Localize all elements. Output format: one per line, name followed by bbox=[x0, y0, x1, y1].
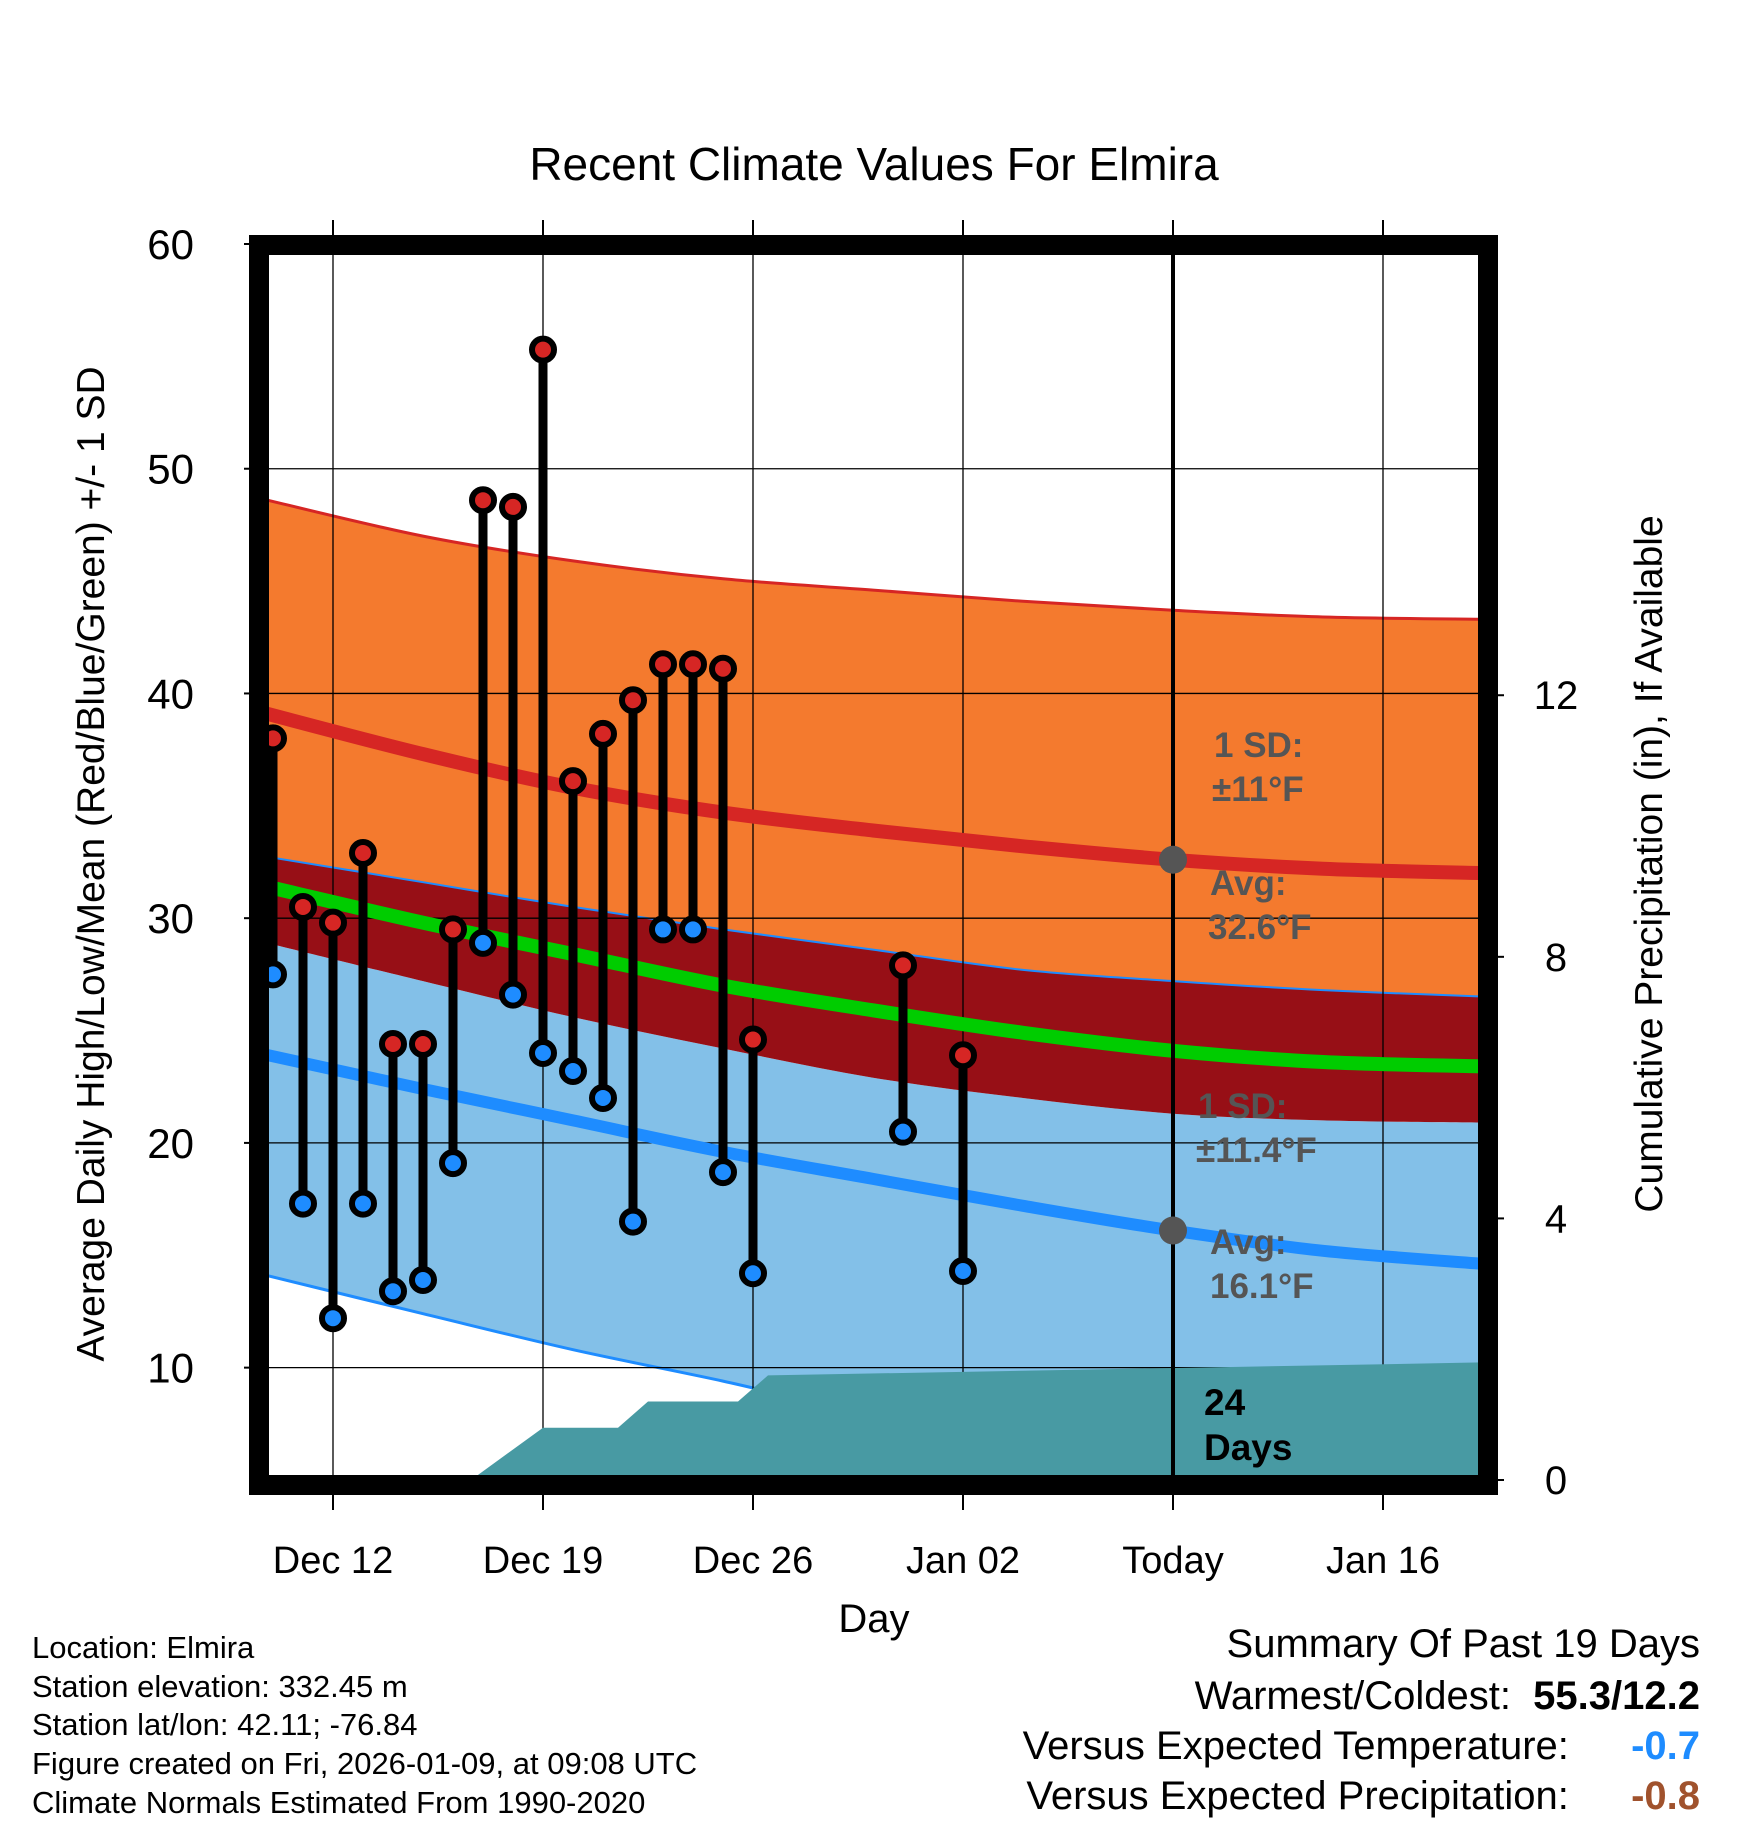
summary-temp: Versus Expected Temperature: -0.7 bbox=[1023, 1722, 1700, 1770]
high-avg-today-marker bbox=[1159, 845, 1187, 874]
x-tick-label: Jan 16 bbox=[1326, 1540, 1440, 1582]
high-avg-line bbox=[256, 704, 1489, 881]
summary-temp-label: Versus Expected Temperature: bbox=[1022, 1724, 1569, 1768]
plot-frame bbox=[249, 235, 1498, 1495]
precip-days-unit: Days bbox=[1204, 1427, 1292, 1468]
summary-warm-cold-value: 55.3/12.2 bbox=[1533, 1674, 1700, 1718]
y2-tick-label-0: 0 bbox=[1545, 1459, 1567, 1503]
low-sd-label: 1 SD: bbox=[1198, 1087, 1287, 1126]
obs-high-point bbox=[649, 650, 677, 679]
obs-high-point bbox=[739, 1025, 767, 1054]
obs-low-point bbox=[349, 1189, 377, 1218]
obs-low-point bbox=[649, 915, 677, 944]
y-tick-label-10: 10 bbox=[147, 1345, 194, 1392]
x-tick-label: Today bbox=[1122, 1540, 1223, 1582]
x-tick-label: Dec 26 bbox=[693, 1540, 813, 1582]
obs-high-point bbox=[379, 1030, 407, 1059]
x-axis-label: Day bbox=[838, 1597, 909, 1641]
footer-location: Location: Elmira bbox=[32, 1630, 255, 1665]
low-avg-label: Avg: bbox=[1210, 1223, 1286, 1262]
obs-high-point bbox=[679, 650, 707, 679]
precip-area bbox=[471, 1362, 1488, 1480]
obs-low-point bbox=[889, 1117, 917, 1146]
obs-low-point bbox=[739, 1259, 767, 1288]
precip-days-number: 24 bbox=[1204, 1382, 1246, 1423]
obs-low-point bbox=[499, 980, 527, 1009]
low-upper-edge bbox=[257, 854, 1489, 998]
y2-tick-label-4: 4 bbox=[1545, 1197, 1567, 1241]
obs-low-point bbox=[679, 915, 707, 944]
summary-title: Summary Of Past 19 Days bbox=[1226, 1622, 1700, 1666]
obs-high-point bbox=[529, 335, 557, 364]
obs-low-point bbox=[589, 1083, 617, 1112]
obs-low-point bbox=[619, 1207, 647, 1236]
summary-warm-cold: Warmest/Coldest: 55.3/12.2 bbox=[1195, 1672, 1700, 1720]
obs-high-point bbox=[949, 1041, 977, 1070]
high-sd-value: ±11°F bbox=[1212, 770, 1304, 809]
summary-precip-value: -0.8 bbox=[1631, 1774, 1700, 1818]
obs-low-point bbox=[709, 1158, 737, 1187]
footer-latlon: Station lat/lon: 42.11; -76.84 bbox=[32, 1707, 418, 1742]
y-tick-label-30: 30 bbox=[147, 895, 194, 942]
low-avg-today-marker bbox=[1159, 1216, 1187, 1245]
footer-normals: Climate Normals Estimated From 1990-2020 bbox=[32, 1785, 646, 1820]
footer-created: Figure created on Fri, 2026-01-09, at 09… bbox=[32, 1746, 698, 1781]
summary-precip: Versus Expected Precipitation: -0.8 bbox=[1026, 1772, 1700, 1820]
y2-tick-label-8: 8 bbox=[1545, 936, 1567, 980]
obs-low-point bbox=[949, 1257, 977, 1286]
obs-high-point bbox=[409, 1030, 437, 1059]
high-avg-value: 32.6°F bbox=[1208, 908, 1312, 947]
obs-high-point bbox=[889, 951, 917, 980]
obs-high-point bbox=[439, 915, 467, 944]
summary-warm-cold-label: Warmest/Coldest: bbox=[1194, 1674, 1511, 1718]
low-avg-line bbox=[256, 1047, 1489, 1271]
y-tick-label-50: 50 bbox=[147, 446, 194, 493]
obs-low-point bbox=[559, 1056, 587, 1085]
obs-low-point bbox=[289, 1189, 317, 1218]
high-avg-label: Avg: bbox=[1210, 864, 1286, 903]
x-tick-label: Dec 19 bbox=[483, 1540, 603, 1582]
obs-high-point bbox=[499, 492, 527, 521]
low-avg-value: 16.1°F bbox=[1210, 1267, 1314, 1306]
summary-precip-label: Versus Expected Precipitation: bbox=[1026, 1774, 1569, 1818]
summary-temp-value: -0.7 bbox=[1631, 1724, 1700, 1768]
low-sd-value: ±11.4°F bbox=[1196, 1131, 1317, 1170]
obs-high-point bbox=[319, 908, 347, 937]
x-tick-label: Dec 12 bbox=[273, 1540, 393, 1582]
obs-low-point bbox=[529, 1039, 557, 1068]
obs-high-point bbox=[469, 486, 497, 515]
obs-high-point bbox=[589, 719, 617, 748]
obs-high-point bbox=[559, 767, 587, 796]
y2-tick-label-12: 12 bbox=[1534, 674, 1579, 718]
obs-low-point bbox=[319, 1304, 347, 1333]
y-axis-label: Average Daily High/Low/Mean (Red/Blue/Gr… bbox=[70, 366, 113, 1361]
y-tick-label-40: 40 bbox=[147, 670, 194, 717]
y-tick-label-20: 20 bbox=[147, 1120, 194, 1167]
y2-axis-label: Cumulative Precipitation (in), If Availa… bbox=[1628, 515, 1671, 1212]
high-sd-label: 1 SD: bbox=[1214, 726, 1303, 765]
x-tick-label: Jan 02 bbox=[906, 1540, 1020, 1582]
obs-low-point bbox=[439, 1149, 467, 1178]
obs-high-point bbox=[619, 686, 647, 715]
obs-low-point bbox=[469, 928, 497, 957]
obs-high-point bbox=[709, 654, 737, 683]
chart-title: Recent Climate Values For Elmira bbox=[529, 138, 1219, 190]
y-tick-label-60: 60 bbox=[147, 221, 194, 268]
obs-low-point bbox=[379, 1277, 407, 1306]
high-upper-edge bbox=[257, 496, 1489, 621]
high-sd-band bbox=[258, 497, 1488, 997]
obs-high-point bbox=[349, 839, 377, 868]
obs-high-point bbox=[289, 892, 317, 921]
obs-low-point bbox=[409, 1265, 437, 1294]
footer-elevation: Station elevation: 332.45 m bbox=[32, 1669, 408, 1704]
